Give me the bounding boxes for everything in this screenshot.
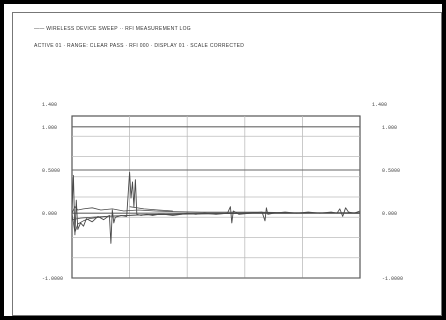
y-tick-label-left: 0.5000: [42, 168, 60, 174]
series-line-4: [71, 212, 360, 221]
y-tick-label-right: 1.000: [382, 125, 397, 131]
series-line-3: [71, 206, 360, 214]
y-tick-label-left: -1.0000: [42, 276, 63, 282]
top-right-label: 1.400: [372, 102, 387, 108]
y-tick-label-right: 0.5000: [382, 168, 400, 174]
y-tick-label-left: 1.000: [42, 125, 57, 131]
y-tick-label-left: 0.000: [42, 211, 57, 217]
header-line-2: ACTIVE 01 · RANGE: CLEAR PASS · RFI 000 …: [34, 43, 245, 49]
header-line-1: —— WIRELESS DEVICE SWEEP ·· RFI MEASUREM…: [34, 26, 191, 32]
y-tick-label-right: -1.0000: [382, 276, 403, 282]
series-line-1: [71, 171, 361, 244]
top-left-label: 1.400: [42, 102, 57, 108]
series-line-5: [129, 206, 173, 212]
document-sheet: [12, 12, 442, 316]
y-tick-label-right: 0.000: [382, 211, 397, 217]
